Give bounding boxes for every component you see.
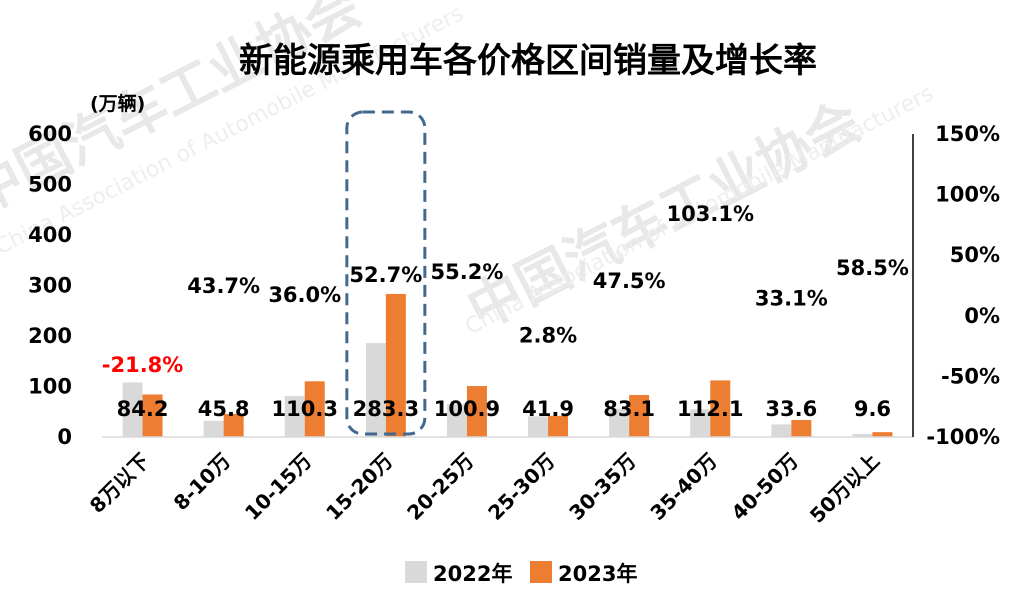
value-label: 112.1 bbox=[677, 397, 743, 421]
bar-2023 bbox=[142, 394, 163, 437]
growth-label: 58.5% bbox=[836, 256, 909, 280]
growth-label: 47.5% bbox=[593, 269, 666, 293]
value-labels: 84.2 45.8 110.3 283.3 100.9 41.9 83.1 112.1 33.6… bbox=[117, 397, 891, 421]
growth-label: 33.1% bbox=[755, 287, 828, 311]
right-axis: -100% -50% 0% 50% 100% 150% bbox=[926, 122, 1000, 449]
right-tick-label: -100% bbox=[926, 425, 1000, 449]
bar-2022 bbox=[203, 420, 224, 437]
value-label: 100.9 bbox=[434, 397, 500, 421]
category-label: 40-50万 bbox=[727, 449, 803, 525]
bar-2022 bbox=[852, 433, 873, 437]
bar-2022 bbox=[690, 409, 711, 437]
bar-2023 bbox=[466, 386, 487, 437]
category-label: 8-10万 bbox=[169, 449, 236, 516]
value-label: 83.1 bbox=[603, 397, 655, 421]
category-label: 20-25万 bbox=[402, 449, 478, 525]
highlight-box bbox=[345, 110, 427, 436]
growth-label: 43.7% bbox=[187, 274, 260, 298]
growth-label: 55.2% bbox=[431, 260, 504, 284]
growth-label: 52.7% bbox=[349, 263, 422, 287]
legend-label-2022: 2022年 bbox=[433, 562, 512, 586]
left-axis-unit: (万辆) bbox=[90, 92, 145, 115]
category-label: 25-30万 bbox=[483, 449, 559, 525]
category-label: 8万以下 bbox=[85, 449, 154, 518]
category-label: 15-20万 bbox=[321, 449, 397, 525]
bar-2022 bbox=[365, 343, 386, 437]
bar-2023 bbox=[548, 415, 569, 437]
value-label: 84.2 bbox=[117, 397, 169, 421]
right-tick-label: 100% bbox=[935, 183, 1000, 207]
bars bbox=[122, 293, 893, 437]
left-tick-label: 200 bbox=[28, 324, 72, 348]
legend: 2022年 2023年 bbox=[405, 561, 637, 586]
value-label: 33.6 bbox=[765, 397, 817, 421]
bar-2022 bbox=[609, 408, 630, 437]
bar-2022 bbox=[122, 382, 143, 437]
growth-label: -21.8% bbox=[102, 353, 184, 377]
bar-2022 bbox=[446, 404, 467, 437]
value-label: 110.3 bbox=[272, 397, 338, 421]
category-label: 35-40万 bbox=[645, 449, 721, 525]
value-label: 9.6 bbox=[854, 397, 891, 421]
legend-swatch-2022 bbox=[405, 561, 427, 583]
right-tick-label: -50% bbox=[941, 364, 1000, 388]
growth-labels: -21.8% 43.7% 36.0% 52.7% 55.2% 2.8% 47.5% 103.1… bbox=[102, 202, 909, 377]
category-labels: 8万以下 8-10万 10-15万 15-20万 20-25万 25-30万 30-35万 3… bbox=[85, 449, 884, 528]
left-tick-label: 400 bbox=[28, 223, 72, 247]
bar-2023 bbox=[629, 395, 650, 437]
legend-label-2023: 2023年 bbox=[558, 562, 637, 586]
right-tick-label: 0% bbox=[964, 304, 1000, 328]
left-tick-label: 0 bbox=[57, 425, 72, 449]
left-tick-label: 100 bbox=[28, 375, 72, 399]
left-tick-label: 500 bbox=[28, 173, 72, 197]
left-axis: 0 100 200 300 400 500 600 bbox=[28, 122, 72, 449]
left-tick-label: 300 bbox=[28, 274, 72, 298]
bar-2023 bbox=[791, 420, 812, 437]
growth-label: 36.0% bbox=[268, 283, 341, 307]
chart-title: 新能源乘用车各价格区间销量及增长率 bbox=[239, 41, 817, 81]
growth-label: 103.1% bbox=[667, 202, 754, 226]
right-tick-label: 50% bbox=[950, 243, 1000, 267]
category-label: 30-35万 bbox=[564, 449, 640, 525]
bar-2022 bbox=[284, 396, 305, 437]
value-label: 283.3 bbox=[353, 397, 419, 421]
growth-label: 2.8% bbox=[519, 323, 577, 347]
value-label: 45.8 bbox=[198, 397, 250, 421]
bar-2023 bbox=[385, 293, 406, 437]
bar-2022 bbox=[528, 416, 549, 437]
left-tick-label: 600 bbox=[28, 122, 72, 146]
category-label: 50万以上 bbox=[805, 449, 884, 528]
bar-2022 bbox=[771, 424, 792, 437]
legend-swatch-2023 bbox=[530, 561, 552, 583]
category-label: 10-15万 bbox=[240, 449, 316, 525]
bar-2023 bbox=[710, 380, 731, 437]
bar-2023 bbox=[872, 432, 893, 437]
bar-2023 bbox=[304, 381, 325, 437]
bar-2023 bbox=[223, 413, 244, 437]
right-tick-label: 150% bbox=[935, 122, 1000, 146]
value-label: 41.9 bbox=[522, 397, 574, 421]
